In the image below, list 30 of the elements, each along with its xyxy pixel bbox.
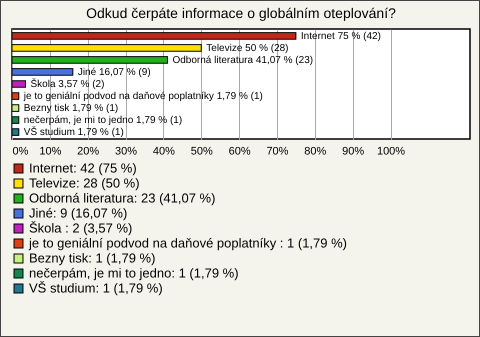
legend-label: Internet: 42 (75 %) [29, 160, 137, 176]
x-tick-label: 30% [115, 146, 138, 158]
legend-label: Odborná literatura: 23 (41,07 %) [29, 190, 216, 206]
legend-label: Televize: 28 (50 %) [29, 176, 140, 190]
x-tick-label: 20% [77, 146, 100, 158]
legend-label: nečerpám, je mi to jedno: 1 (1,79 %) [29, 266, 239, 280]
legend-label: VŠ studium: 1 (1,79 %) [29, 280, 163, 296]
x-tick-label: 100% [376, 146, 406, 158]
legend-label: Bezny tisk: 1 (1,79 %) [29, 250, 156, 266]
x-tick-label: 50% [190, 146, 213, 158]
x-tick-label: 10% [39, 146, 62, 158]
x-tick-label: 0% [12, 146, 29, 158]
x-tick-label: 90% [342, 146, 364, 158]
data-label: VŠ studium 1,79 % (1) [24, 126, 124, 138]
data-label: Bezny tisk 1,79 % (1) [24, 103, 118, 114]
legend-label: Škola : 2 (3,57 %) [29, 220, 132, 236]
data-label: Odborná literatura 41,07 % (23) [172, 54, 314, 66]
data-label: Internet 75 % (42) [300, 30, 381, 42]
x-tick-label: 40% [152, 146, 176, 158]
x-tick-label: 60% [228, 146, 251, 158]
x-tick-label: 80% [304, 146, 327, 158]
data-label: nečerpám, je mi to jedno 1,79 % (1) [24, 115, 182, 126]
legend-label: je to geniální podvod na daňové poplatníky : 1 (1,79 %) [28, 236, 347, 250]
data-label: je to geniální podvod na daňové poplatníky 1,79 % (1) [22, 91, 263, 102]
x-tick-label: 70% [266, 146, 289, 158]
data-label: Škola 3,57 % (2) [30, 78, 104, 90]
legend-label: Jiné: 9 (16,07 %) [29, 206, 128, 220]
data-label: Jiné 16,07 % (9) [78, 66, 151, 78]
chart-title: Odkud čerpáte informace o globálním oteplování? [86, 5, 396, 21]
data-label: Televize 50 % (28) [206, 42, 289, 54]
